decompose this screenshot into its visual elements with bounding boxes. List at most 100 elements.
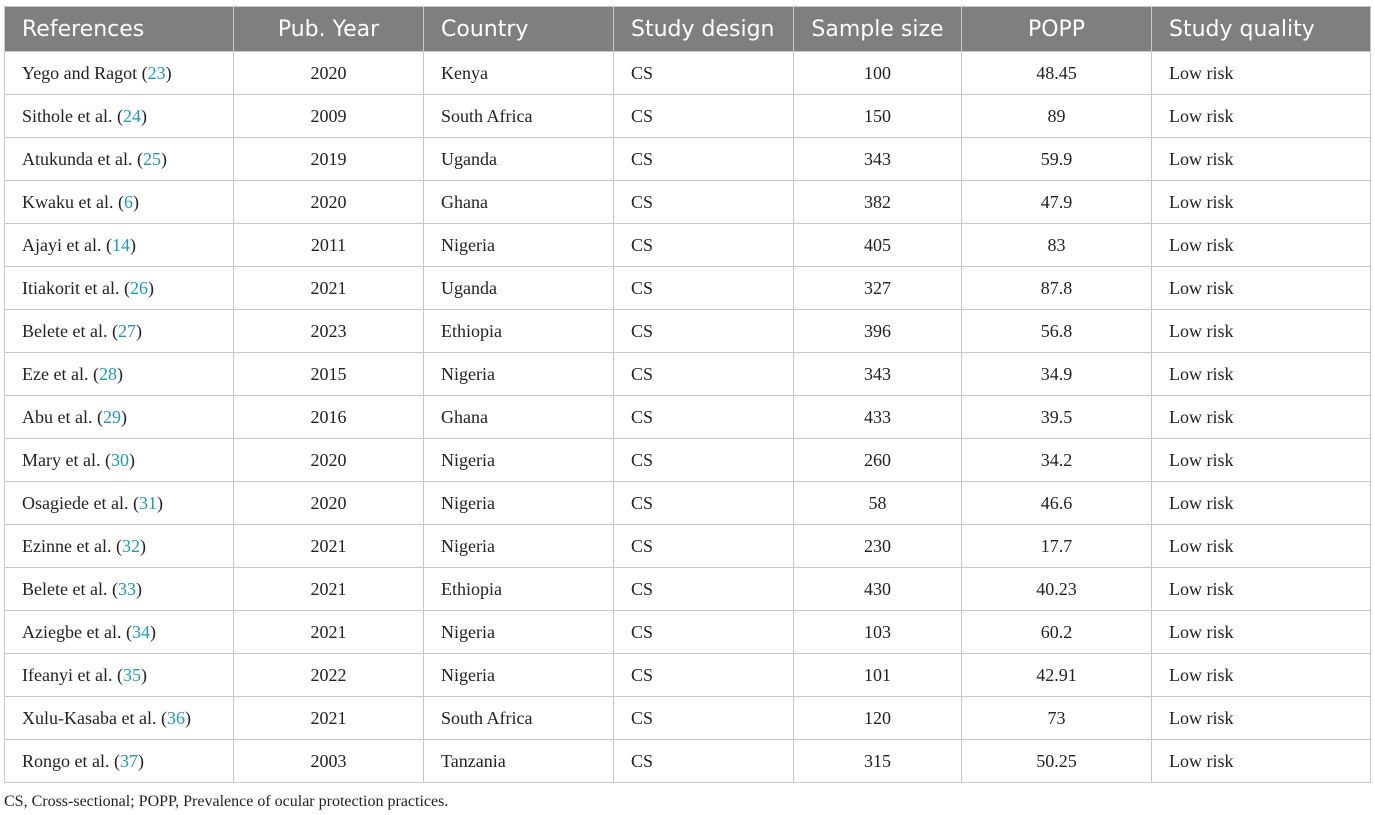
cell-study-quality: Low risk — [1151, 524, 1371, 568]
cell-popp: 50.25 — [961, 739, 1152, 783]
cell-study-design: CS — [613, 51, 794, 95]
table-row: Osagiede et al. (31) 2020 Nigeria CS 58 46.6 L… — [4, 481, 1371, 525]
cell-study-quality: Low risk — [1151, 352, 1371, 396]
citation-link[interactable]: 27 — [117, 320, 136, 341]
cell-pub-year: 2011 — [233, 223, 424, 267]
studies-table: References Pub. Year Country Study desig… — [4, 6, 1371, 783]
cell-pub-year: 2020 — [233, 180, 424, 224]
cell-study-quality: Low risk — [1151, 395, 1371, 439]
cell-popp: 83 — [961, 223, 1152, 267]
header-country: Country — [423, 6, 614, 52]
table-row: Ajayi et al. (14) 2011 Nigeria CS 405 83 Low r… — [4, 223, 1371, 267]
cell-sample-size: 396 — [793, 309, 962, 353]
cell-study-design: CS — [613, 180, 794, 224]
cell-country: Nigeria — [423, 223, 614, 267]
cell-study-design: CS — [613, 266, 794, 310]
table-row: Abu et al. (29) 2016 Ghana CS 433 39.5 Low ris… — [4, 395, 1371, 439]
author-text: Sithole et al. — [22, 105, 113, 126]
cell-sample-size: 343 — [793, 137, 962, 181]
cell-pub-year: 2020 — [233, 51, 424, 95]
cell-pub-year: 2003 — [233, 739, 424, 783]
author-text: Kwaku et al. — [22, 191, 114, 212]
cell-sample-size: 150 — [793, 94, 962, 138]
header-references: References — [4, 6, 234, 52]
cell-pub-year: 2016 — [233, 395, 424, 439]
author-text: Itiakorit et al. — [22, 277, 120, 298]
cell-study-quality: Low risk — [1151, 309, 1371, 353]
citation-link[interactable]: 25 — [142, 148, 161, 169]
cell-pub-year: 2021 — [233, 524, 424, 568]
cell-popp: 73 — [961, 696, 1152, 740]
cell-pub-year: 2021 — [233, 610, 424, 654]
cell-pub-year: 2021 — [233, 266, 424, 310]
studies-table-container: References Pub. Year Country Study desig… — [4, 6, 1371, 783]
citation-link[interactable]: 6 — [123, 191, 133, 212]
table-row: Rongo et al. (37) 2003 Tanzania CS 315 50.25 L… — [4, 739, 1371, 783]
citation-link[interactable]: 37 — [120, 750, 138, 771]
cell-sample-size: 433 — [793, 395, 962, 439]
citation-link[interactable]: 32 — [121, 535, 140, 556]
cell-reference: Ajayi et al. (14) — [4, 223, 234, 267]
cell-country: Nigeria — [423, 610, 614, 654]
table-row: Sithole et al. (24) 2009 South Africa CS 150… — [4, 94, 1371, 138]
cell-country: Nigeria — [423, 524, 614, 568]
cell-sample-size: 327 — [793, 266, 962, 310]
cell-study-quality: Low risk — [1151, 610, 1371, 654]
cell-study-design: CS — [613, 696, 794, 740]
header-row: References Pub. Year Country Study desig… — [4, 6, 1371, 52]
cell-study-design: CS — [613, 653, 794, 697]
cell-sample-size: 120 — [793, 696, 962, 740]
citation-link[interactable]: 30 — [110, 449, 129, 470]
cell-sample-size: 58 — [793, 481, 962, 525]
cell-reference: Rongo et al. (37) — [4, 739, 234, 783]
cell-pub-year: 2020 — [233, 438, 424, 482]
cell-reference: Aziegbe et al. (34) — [4, 610, 234, 654]
author-text: Osagiede et al. — [22, 492, 129, 513]
cell-pub-year: 2015 — [233, 352, 424, 396]
cell-country: Ghana — [423, 395, 614, 439]
cell-study-quality: Low risk — [1151, 567, 1371, 611]
citation-link[interactable]: 29 — [102, 406, 121, 427]
cell-pub-year: 2021 — [233, 696, 424, 740]
cell-reference: Yego and Ragot (23) — [4, 51, 234, 95]
cell-study-design: CS — [613, 438, 794, 482]
citation-link[interactable]: 31 — [138, 492, 157, 513]
cell-popp: 40.23 — [961, 567, 1152, 611]
cell-study-quality: Low risk — [1151, 223, 1371, 267]
cell-study-quality: Low risk — [1151, 137, 1371, 181]
citation-link[interactable]: 33 — [117, 578, 136, 599]
citation-link[interactable]: 36 — [166, 707, 185, 728]
header-study-design: Study design — [613, 6, 794, 52]
cell-country: Ethiopia — [423, 309, 614, 353]
cell-pub-year: 2020 — [233, 481, 424, 525]
cell-popp: 46.6 — [961, 481, 1152, 525]
citation-link[interactable]: 34 — [131, 621, 150, 642]
cell-study-design: CS — [613, 94, 794, 138]
cell-country: Uganda — [423, 137, 614, 181]
cell-popp: 39.5 — [961, 395, 1152, 439]
cell-country: Nigeria — [423, 438, 614, 482]
table-row: Ezinne et al. (32) 2021 Nigeria CS 230 17.7 Lo… — [4, 524, 1371, 568]
cell-popp: 42.91 — [961, 653, 1152, 697]
cell-reference: Eze et al. (28) — [4, 352, 234, 396]
citation-link[interactable]: 26 — [129, 277, 148, 298]
citation-link[interactable]: 35 — [122, 664, 141, 685]
cell-popp: 47.9 — [961, 180, 1152, 224]
cell-sample-size: 101 — [793, 653, 962, 697]
author-text: Belete et al. — [22, 578, 108, 599]
table-row: Eze et al. (28) 2015 Nigeria CS 343 34.9 Low r… — [4, 352, 1371, 396]
citation-link[interactable]: 24 — [122, 105, 141, 126]
header-study-quality: Study quality — [1151, 6, 1371, 52]
author-text: Abu et al. — [22, 406, 93, 427]
cell-study-design: CS — [613, 395, 794, 439]
cell-reference: Abu et al. (29) — [4, 395, 234, 439]
cell-sample-size: 315 — [793, 739, 962, 783]
cell-reference: Ifeanyi et al. (35) — [4, 653, 234, 697]
cell-study-design: CS — [613, 567, 794, 611]
cell-country: Kenya — [423, 51, 614, 95]
table-row: Aziegbe et al. (34) 2021 Nigeria CS 103 60.2 L… — [4, 610, 1371, 654]
citation-link[interactable]: 28 — [98, 363, 117, 384]
citation-link[interactable]: 14 — [111, 234, 130, 255]
cell-country: South Africa — [423, 94, 614, 138]
citation-link[interactable]: 23 — [147, 62, 166, 83]
